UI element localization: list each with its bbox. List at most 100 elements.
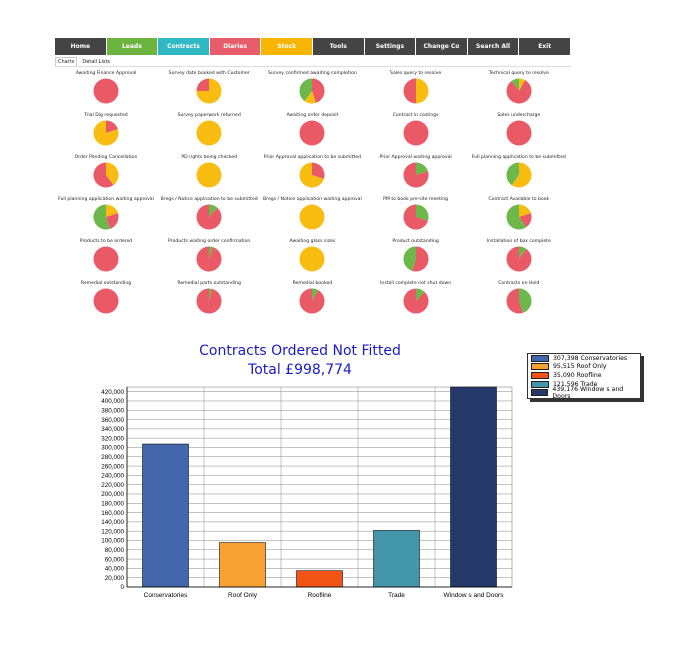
pie-slice [299,204,325,230]
y-tick-label: 100,000 [101,538,124,545]
pie-label: Remedial parts outstanding [177,281,241,286]
nav-settings[interactable]: Settings [364,38,417,55]
chart-title-line1: Contracts Ordered Not Fitted [199,343,401,359]
pie-card[interactable]: Contract in costings [364,112,468,146]
pie-slice [196,288,222,314]
pie-slice [106,120,118,133]
nav-exit[interactable]: Exit [519,38,571,55]
y-tick-label: 380,000 [101,407,124,414]
pie-label: Contracts on Hold [498,281,540,286]
nav-change-co[interactable]: Change Co [416,38,468,55]
tab-detail-lists[interactable]: Detail Lists [79,57,114,66]
legend-label: 121,596 Trade [553,380,598,388]
pie-card[interactable]: Contracts on Hold [467,280,571,314]
pie-card[interactable]: Sales query to resolve [364,70,468,104]
pie-card[interactable]: Full planning application waiting approv… [54,196,158,230]
y-tick-label: 0 [120,584,124,591]
pie-card[interactable]: Prior Approval application to be submitt… [260,154,364,188]
pie-card[interactable]: Order Pending Cancellation [54,154,158,188]
y-tick-label: 320,000 [101,435,124,442]
pie-card[interactable]: Prior Approval waiting approval [364,154,468,188]
pie-slice [312,78,325,103]
pie-slice [106,213,119,229]
pie-label: Sales query to resolve [390,71,442,76]
pie-chart [93,204,119,230]
pie-label: Full planning application waiting approv… [58,197,154,202]
nav-diaries[interactable]: Diaries [209,38,262,55]
pie-slice [196,78,210,91]
pie-card[interactable]: Survey confirmed awaiting completion [260,70,364,104]
y-tick-label: 120,000 [101,528,124,535]
x-tick-label: Trade [388,592,405,599]
pie-card[interactable]: Install complete not shut down [364,280,468,314]
legend-entry: 35,090 Roofline [528,371,640,380]
nav-home[interactable]: Home [55,38,107,55]
legend-swatch [531,389,549,397]
pie-card[interactable]: Remedial outstanding [54,280,158,314]
pie-slice [93,120,119,146]
pie-card[interactable]: Sales undercharge [467,112,571,146]
pie-slice [506,204,527,230]
legend-swatch [531,380,549,388]
pie-slice [506,162,519,186]
pie-card[interactable]: Remedial booked [260,280,364,314]
pie-chart [299,162,325,188]
legend-swatch [531,354,549,362]
pie-slice [518,288,532,313]
pie-chart [506,204,532,230]
pie-card[interactable]: PM to book pre-site meeting [364,196,468,230]
pie-card[interactable]: Contract Available to book [467,196,571,230]
pie-card[interactable]: Full planning application to be submitte… [467,154,571,188]
nav-stock[interactable]: Stock [261,38,313,55]
pie-chart [196,288,222,314]
pie-label: Survey paperwork returned [177,113,241,118]
y-tick-label: 240,000 [101,473,124,480]
pie-card[interactable]: Trial Dig requested [54,112,158,146]
nav-contracts[interactable]: Contracts [158,38,210,55]
pie-chart [93,120,119,146]
pie-chart [93,246,119,272]
nav-leads[interactable]: Leads [106,38,159,55]
pie-label: Products to be ordered [79,239,133,244]
pie-card[interactable]: Installation of box complete [467,238,571,272]
pie-card[interactable]: Products waiting order confirmation [157,238,261,272]
pie-slice [403,246,416,271]
pie-slice [518,204,531,217]
pie-card[interactable]: Bregs / Notice application waiting appro… [260,196,364,230]
tab-charts[interactable]: Charts [55,57,78,66]
chart-title-line2: Total £998,774 [248,362,352,378]
chart-legend: 307,398 Conservatories 95,515 Roof Only 35… [527,353,641,400]
legend-label: 439,176 Window s and Doors [552,385,624,400]
pie-label: Awaiting order deposit [286,113,339,118]
pie-chart [93,288,119,314]
nav-tools[interactable]: Tools [312,38,365,55]
pie-card[interactable]: Survey date booked with Customer [157,70,261,104]
pie-card[interactable]: Awaiting glass sizes [260,238,364,272]
y-tick-label: 360,000 [101,417,124,424]
pie-label: Survey date booked with Customer [168,71,250,76]
pie-card[interactable]: Products to be ordered [54,238,158,272]
pie-card[interactable]: Awaiting order deposit [260,112,364,146]
pie-card[interactable]: Survey paperwork returned [157,112,261,146]
nav-search-all[interactable]: Search All [467,38,520,55]
y-tick-label: 160,000 [101,510,124,517]
pie-slice [415,162,428,175]
pie-card[interactable]: Technical query to resolve [467,70,571,104]
legend-entry: 439,176 Window s and Doors [528,385,640,400]
pie-card[interactable]: PD rights being checked [157,154,261,188]
pie-card[interactable]: Awaiting Finance Approval [54,70,158,104]
pie-slice [106,162,119,186]
pie-chart [506,120,532,146]
pie-card[interactable]: Bregs / Notice application to be submitt… [157,196,261,230]
pie-slice [299,246,325,272]
pie-slice [511,78,519,91]
legend-swatch [531,363,549,371]
chart-title: Contracts Ordered Not Fitted Total £998,… [150,342,450,380]
pie-label: Contract in costings [392,113,439,118]
pie-label: Contract Available to book [488,197,550,202]
legend-swatch [531,371,549,379]
pie-card[interactable]: Product outstanding [364,238,468,272]
pie-card[interactable]: Remedial parts outstanding [157,280,261,314]
pie-chart [299,246,325,272]
